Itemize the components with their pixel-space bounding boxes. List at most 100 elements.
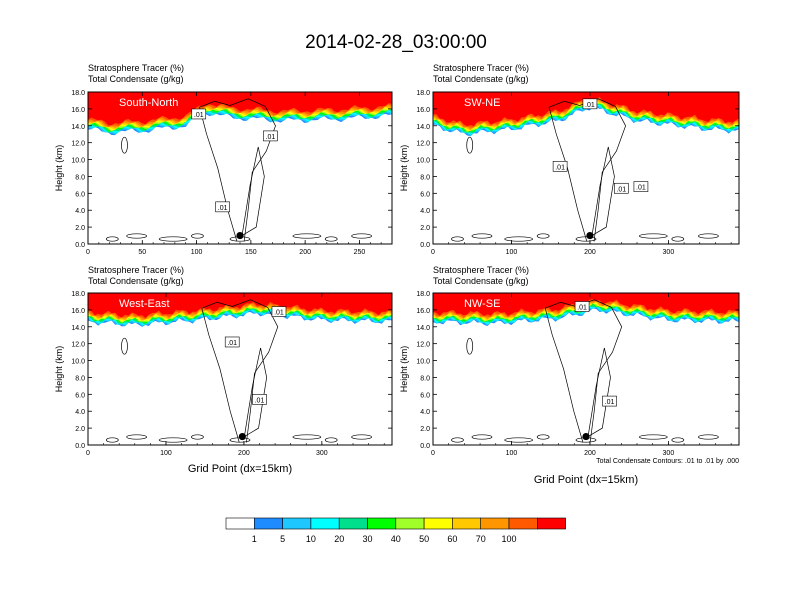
tracer-band: [433, 92, 739, 127]
plot-frame: [432, 91, 740, 245]
y-tick-label: 18.0: [416, 90, 430, 97]
panel-header-line2: Total Condensate (g/kg): [88, 74, 184, 84]
contour-label: .01: [194, 112, 204, 119]
cloud-core-contour: [591, 146, 615, 237]
low-cloud-contour: [191, 434, 204, 440]
contour-label-box: [552, 161, 568, 172]
low-cloud-contour: [698, 434, 719, 440]
colorbar-swatch: [395, 517, 425, 530]
location-marker: [238, 432, 246, 441]
contour-label-box: [263, 130, 278, 142]
y-axis-title: Height (km): [54, 346, 64, 393]
panel-header-line1: Stratosphere Tracer (%): [88, 63, 185, 73]
x-tick-label: 300: [316, 450, 328, 457]
low-cloud-contour: [504, 437, 534, 443]
contour-label-box: [574, 301, 590, 312]
colorbar-label: 1: [252, 534, 257, 544]
cloud-core-contour: [243, 347, 268, 438]
colorbar-label: 30: [362, 534, 372, 544]
low-cloud-contour: [191, 233, 204, 239]
y-tick-label: 8.0: [75, 174, 85, 181]
tracer-field: [88, 293, 392, 327]
colorbar-swatch: [282, 517, 312, 530]
low-cloud-contour: [292, 434, 322, 440]
low-cloud-contour: [351, 233, 372, 239]
mid-cloud-contour: [121, 136, 128, 154]
low-cloud-contour: [158, 437, 188, 443]
y-tick-label: 18.0: [71, 90, 85, 97]
y-tick-label: 12.0: [416, 141, 430, 148]
low-cloud-contour: [126, 233, 147, 239]
x-tick-label: 100: [506, 249, 518, 256]
panel-header-line1: Stratosphere Tracer (%): [433, 265, 530, 275]
y-tick-label: 8.0: [75, 375, 85, 382]
location-marker: [236, 231, 244, 240]
contour-label: .01: [227, 340, 237, 347]
panel-header-sw-ne: Stratosphere Tracer (%) Total Condensate…: [433, 63, 529, 85]
panel-header-west-east: Stratosphere Tracer (%) Total Condensate…: [88, 265, 184, 287]
y-tick-label: 10.0: [416, 158, 430, 165]
colorbar-label: 20: [334, 534, 344, 544]
panel-sw-ne: .01 .01 .01 .01 SW-NE 0.0 2.0 4.0 6.0 8.0 10.0 12.0…: [399, 90, 740, 256]
cloud-core-contour: [241, 146, 265, 237]
panel-west-east: .01 .01 .01 West-East 0.0 2.0 4.0 6.0 8.0 10.0 12.…: [54, 291, 393, 457]
y-tick-label: 18.0: [416, 291, 430, 298]
x-tick-label: 0: [431, 450, 435, 457]
low-cloud-contour: [471, 233, 493, 239]
low-cloud-contour: [126, 434, 147, 440]
contour-label: .01: [555, 164, 565, 171]
panel-header-south-north: Stratosphere Tracer (%) Total Condensate…: [88, 63, 184, 85]
y-axis-title: Height (km): [399, 346, 409, 393]
figure-title: 2014-02-28_03:00:00: [305, 32, 487, 53]
x-tick-label: 200: [584, 450, 596, 457]
x-tick-label: 250: [354, 249, 366, 256]
x-tick-label: 0: [86, 249, 90, 256]
contour-label-box: [271, 306, 287, 317]
contour-label-box: [614, 182, 629, 194]
colorbar-swatch: [480, 517, 510, 530]
y-tick-label: 16.0: [416, 107, 430, 114]
y-tick-label: 0.0: [75, 242, 85, 249]
y-tick-label: 12.0: [71, 141, 85, 148]
cloud-contour: [199, 98, 276, 242]
panel-header-line1: Stratosphere Tracer (%): [88, 265, 185, 275]
y-tick-label: 12.0: [416, 342, 430, 349]
contour-label: .01: [255, 397, 265, 404]
contour-note: Total Condensate Contours: .01 to .01 by…: [596, 458, 739, 465]
y-axis-title: Height (km): [399, 145, 409, 192]
tracer-field: [88, 92, 392, 136]
low-cloud-contour: [471, 434, 493, 440]
contour-label-box: [602, 395, 617, 407]
y-tick-label: 10.0: [71, 359, 85, 366]
y-tick-label: 2.0: [420, 225, 430, 232]
y-tick-label: 16.0: [416, 308, 430, 315]
panel-header-line2: Total Condensate (g/kg): [433, 276, 529, 286]
colorbar-swatch: [225, 517, 255, 530]
y-tick-label: 10.0: [416, 359, 430, 366]
contour-label-box: [252, 394, 267, 405]
plot-frame: [432, 292, 740, 446]
colorbar: 1 5 10 20 30 40 50 60 70 100: [225, 517, 566, 544]
x-tick-label: 100: [506, 450, 518, 457]
panel-header-line2: Total Condensate (g/kg): [433, 74, 529, 84]
panel-header-nw-se: Stratosphere Tracer (%) Total Condensate…: [433, 265, 529, 287]
y-tick-label: 18.0: [71, 291, 85, 298]
colorbar-swatch: [536, 517, 566, 530]
y-tick-label: 14.0: [71, 124, 85, 131]
x-tick-label: 300: [663, 249, 675, 256]
x-tick-label: 0: [431, 249, 435, 256]
panel-label: West-East: [119, 298, 170, 310]
y-tick-label: 14.0: [416, 325, 430, 332]
x-tick-label: 200: [299, 249, 311, 256]
y-tick-label: 6.0: [75, 392, 85, 399]
y-tick-label: 2.0: [420, 426, 430, 433]
colorbar-swatch: [367, 517, 397, 530]
tracer-band: [88, 92, 392, 126]
x-axis-title-nw-se: Grid Point (dx=15km): [533, 474, 639, 486]
panel-nw-se: .01 .01 NW-SE 0.0 2.0 4.0 6.0 8.0 10.0 12.0 14.0 16…: [399, 291, 740, 457]
mid-cloud-contour: [466, 337, 474, 355]
low-cloud-contour: [324, 236, 338, 242]
colorbar-swatch: [508, 517, 538, 530]
contour-label: .01: [218, 205, 228, 212]
y-axis-title: Height (km): [54, 145, 64, 192]
